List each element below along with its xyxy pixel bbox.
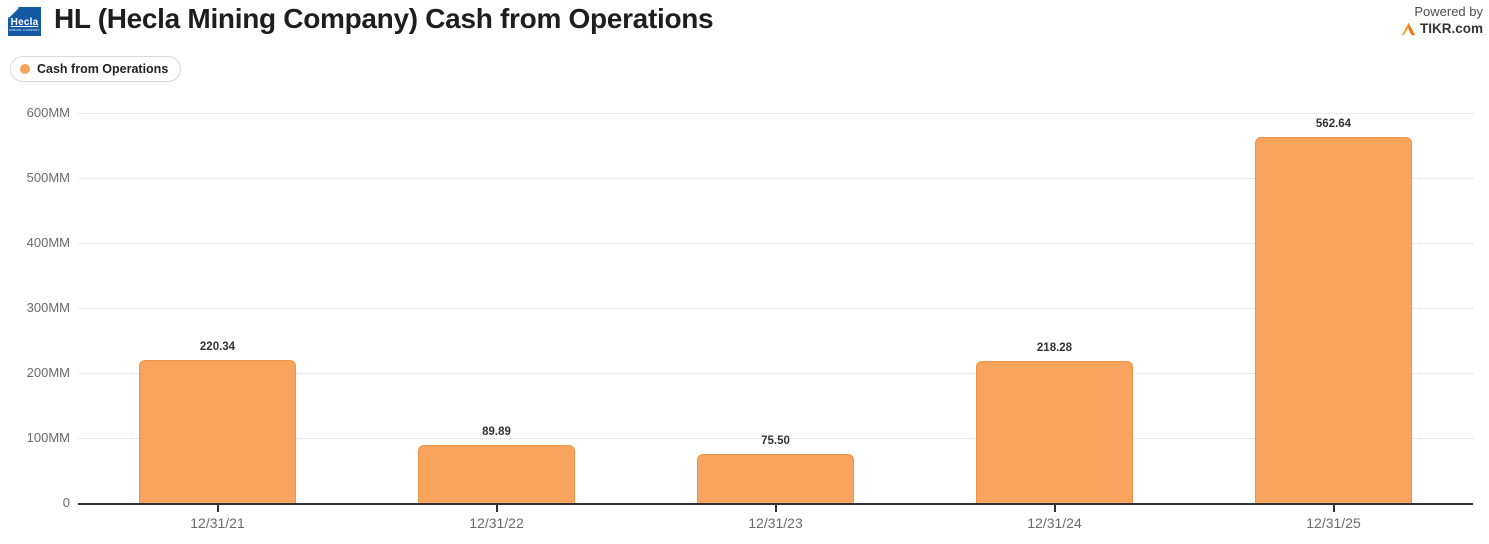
y-axis-tick-label: 600MM xyxy=(26,105,70,120)
powered-by-text: Powered by xyxy=(1414,4,1483,19)
bar-value-label: 562.64 xyxy=(1315,118,1352,131)
bar-value-label: 218.28 xyxy=(1036,342,1073,355)
x-axis-tick-label: 12/31/21 xyxy=(190,515,245,531)
hecla-logo-subtext: MINING COMPANY xyxy=(9,27,40,32)
y-gridline xyxy=(78,178,1473,179)
x-axis-tick xyxy=(774,505,777,512)
x-axis-tick xyxy=(495,505,498,512)
tikr-triangle-icon xyxy=(1401,22,1416,36)
y-gridline xyxy=(78,438,1473,439)
bar-12/31/24[interactable] xyxy=(976,361,1133,503)
legend-series-label: Cash from Operations xyxy=(37,62,169,76)
bar-12/31/23[interactable] xyxy=(697,453,854,503)
bar-value-label: 220.34 xyxy=(199,340,236,353)
tikr-brand-name: TIKR.com xyxy=(1419,21,1483,36)
x-axis-tick xyxy=(1053,505,1056,512)
y-gridline xyxy=(78,308,1473,309)
x-axis-tick-label: 12/31/24 xyxy=(1027,515,1082,531)
y-gridline xyxy=(78,113,1473,114)
y-axis-tick-label: 400MM xyxy=(26,235,70,250)
tikr-brand[interactable]: TIKR.com xyxy=(1401,21,1483,36)
bar-12/31/21[interactable] xyxy=(139,359,296,503)
x-axis-tick-label: 12/31/23 xyxy=(748,515,803,531)
y-axis-tick-label: 0 xyxy=(62,495,70,510)
x-axis-tick-label: 12/31/22 xyxy=(469,515,524,531)
x-axis-tick xyxy=(1332,505,1335,512)
hecla-company-logo: Hecla MINING COMPANY xyxy=(8,7,41,36)
powered-by-block: Powered by TIKR.com xyxy=(1401,4,1483,36)
y-axis-tick-label: 500MM xyxy=(26,170,70,185)
hecla-logo-text: Hecla xyxy=(10,16,39,28)
bar-12/31/25[interactable] xyxy=(1255,137,1412,503)
x-axis-tick-label: 12/31/25 xyxy=(1306,515,1361,531)
page-title: HL (Hecla Mining Company) Cash from Oper… xyxy=(54,3,714,34)
y-axis-tick-label: 300MM xyxy=(26,300,70,315)
bar-value-label: 75.50 xyxy=(761,434,790,447)
bar-value-label: 89.89 xyxy=(482,425,511,438)
legend-item-cash-from-operations[interactable]: Cash from Operations xyxy=(10,56,182,82)
legend-series-dot xyxy=(20,64,30,74)
y-gridline xyxy=(78,373,1473,374)
y-axis-tick-label: 100MM xyxy=(26,430,70,445)
x-axis-tick xyxy=(216,505,219,512)
y-axis-tick-label: 200MM xyxy=(26,365,70,380)
bar-12/31/22[interactable] xyxy=(418,444,575,503)
y-gridline xyxy=(78,243,1473,244)
x-axis-line xyxy=(78,503,1473,505)
